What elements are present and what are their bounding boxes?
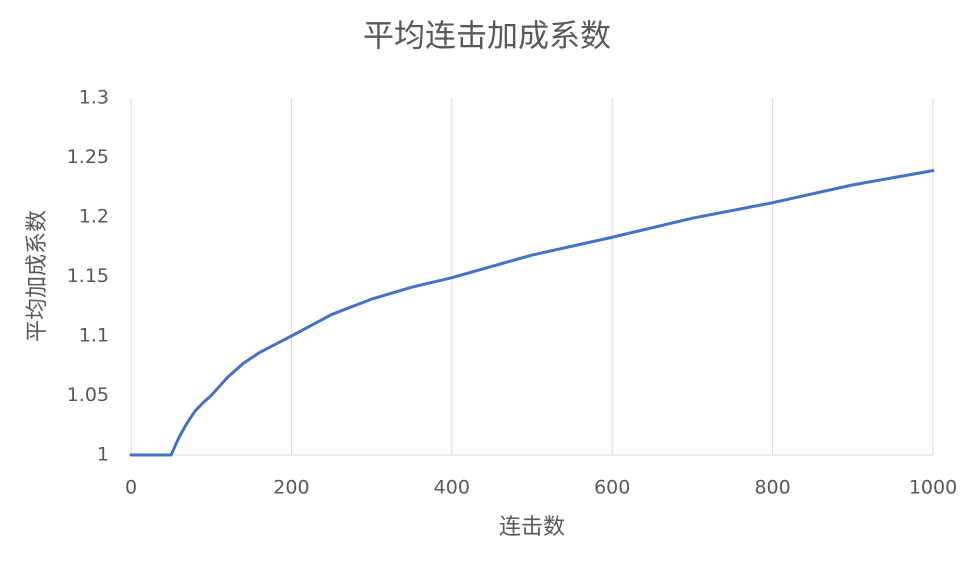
y-tick-label: 1.05 <box>67 384 109 406</box>
y-axis-title: 平均加成系数 <box>25 210 50 342</box>
y-tick-label: 1.3 <box>79 87 109 109</box>
y-tick-label: 1.2 <box>79 206 109 228</box>
x-tick-label: 1000 <box>909 477 957 499</box>
y-tick-label: 1.15 <box>67 265 109 287</box>
x-tick-label: 600 <box>594 477 630 499</box>
y-tick-label: 1 <box>97 444 109 466</box>
data-line <box>129 169 935 457</box>
x-tick-label: 800 <box>754 477 790 499</box>
x-tick-label: 200 <box>273 477 309 499</box>
chart-title: 平均连击加成系数 <box>363 19 611 55</box>
y-tick-label: 1.25 <box>67 146 109 168</box>
x-tick-label: 400 <box>434 477 470 499</box>
y-tick-label: 1.1 <box>79 325 109 347</box>
x-tick-label: 0 <box>125 477 137 499</box>
x-axis-title: 连击数 <box>499 515 565 540</box>
